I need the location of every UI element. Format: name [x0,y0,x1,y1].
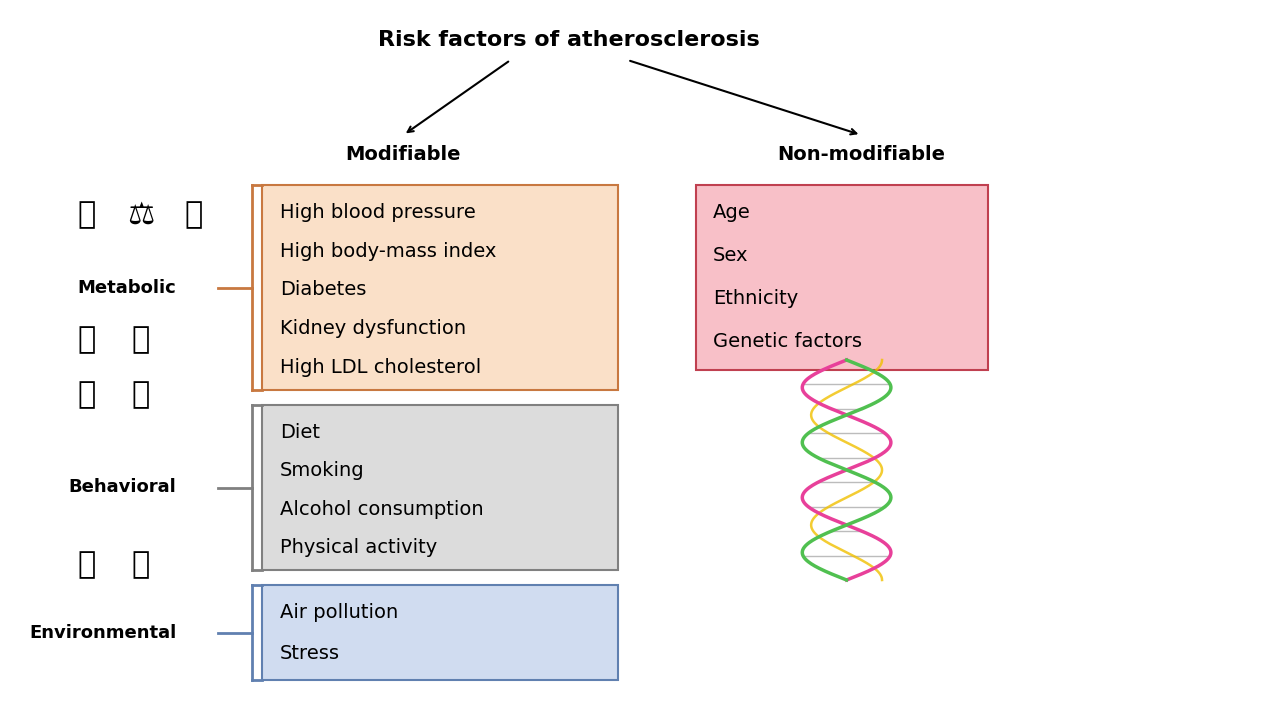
Text: 🫘: 🫘 [184,200,204,230]
Text: High LDL cholesterol: High LDL cholesterol [280,358,481,377]
Text: 🚶: 🚶 [78,380,96,410]
Text: Environmental: Environmental [29,624,177,642]
FancyBboxPatch shape [262,405,618,570]
Text: Sex: Sex [713,246,749,265]
Text: 🍷: 🍷 [132,380,150,410]
Text: Physical activity: Physical activity [280,538,436,557]
Text: Air pollution: Air pollution [280,603,398,622]
Text: 🌍: 🌍 [78,551,96,580]
FancyBboxPatch shape [262,585,618,680]
Text: Diet: Diet [280,423,320,442]
Text: Smoking: Smoking [280,462,365,480]
Text: ⚖: ⚖ [127,200,154,230]
Text: Non-modifiable: Non-modifiable [777,145,945,164]
Text: Ethnicity: Ethnicity [713,289,799,308]
Text: 💪: 💪 [78,200,96,230]
Text: Age: Age [713,203,751,222]
Text: Metabolic: Metabolic [78,279,177,297]
Text: Behavioral: Behavioral [69,479,177,497]
Text: Stress: Stress [280,644,339,663]
Text: Modifiable: Modifiable [346,145,461,164]
Text: Kidney dysfunction: Kidney dysfunction [280,319,466,338]
Text: 🚬: 🚬 [78,325,96,354]
Text: Risk factors of atherosclerosis: Risk factors of atherosclerosis [378,30,760,50]
Text: 🫀: 🫀 [132,551,150,580]
Text: Alcohol consumption: Alcohol consumption [280,500,484,518]
Text: High blood pressure: High blood pressure [280,203,475,222]
Text: Diabetes: Diabetes [280,280,366,300]
FancyBboxPatch shape [695,185,988,370]
Text: High body-mass index: High body-mass index [280,242,497,261]
FancyBboxPatch shape [262,185,618,390]
Text: 🥤: 🥤 [132,325,150,354]
Text: Genetic factors: Genetic factors [713,332,863,351]
